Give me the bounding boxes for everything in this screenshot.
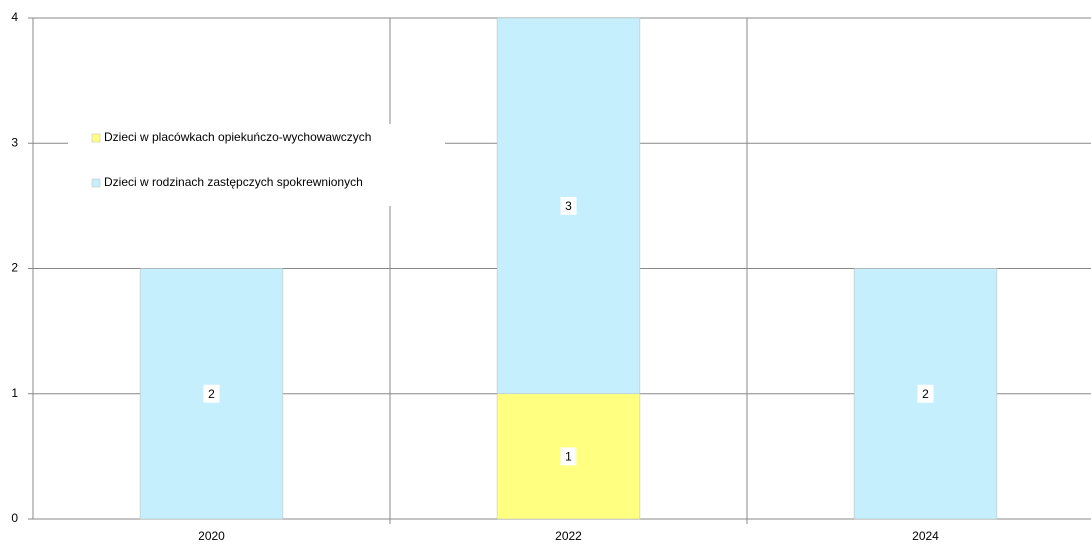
legend-label: Dzieci w rodzinach zastępczych spokrewni… [104,175,363,189]
legend: Dzieci w placówkach opiekuńczo-wychowawc… [68,124,445,206]
data-label-box [203,384,220,403]
data-label-box [560,196,577,215]
y-tick-label: 1 [11,386,18,400]
data-label-box [917,384,934,403]
data-label-box [560,447,577,466]
data-label: 1 [565,450,572,464]
legend-swatch [91,133,101,143]
legend-label: Dzieci w placówkach opiekuńczo-wychowawc… [104,130,371,144]
y-tick-label: 3 [11,135,18,149]
y-tick-label: 2 [11,261,18,275]
legend-box [68,124,445,206]
x-tick-label: 2022 [555,529,582,543]
x-tick-label: 2024 [912,529,939,543]
y-tick-label: 4 [11,10,18,24]
data-label: 3 [565,199,572,213]
data-label: 2 [208,387,215,401]
data-label: 2 [922,387,929,401]
x-tick-label: 2020 [198,529,225,543]
y-tick-label: 0 [11,511,18,525]
legend-swatch [91,178,101,188]
